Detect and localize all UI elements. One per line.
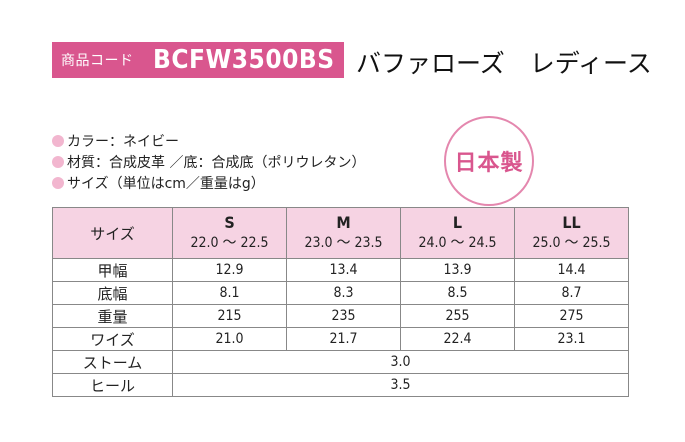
size-range: 25.0 ～ 25.5 — [532, 235, 611, 251]
size-label: LL — [562, 213, 581, 232]
size-s-header: S 22.0 ～ 22.5 — [172, 207, 287, 259]
table-cell: 235 — [286, 304, 401, 328]
table-cell: 13.9 — [400, 258, 515, 282]
row-label: ヒール — [52, 373, 173, 397]
table-cell: 8.1 — [172, 281, 287, 305]
bullet-icon — [52, 155, 64, 168]
spec-list: カラー：ネイビー 材質：合成皮革 ／底：合成底（ポリウレタン） サイズ（単位はc… — [52, 130, 365, 193]
table-cell: 21.0 — [172, 327, 287, 351]
spec-material-text: 材質：合成皮革 ／底：合成底（ポリウレタン） — [67, 154, 366, 171]
size-range: 23.0 ～ 23.5 — [304, 235, 383, 251]
table-cell: 8.7 — [514, 281, 629, 305]
table-cell: 215 — [172, 304, 287, 328]
made-in-japan-badge: 日本製 — [444, 116, 534, 206]
table-cell: 12.9 — [172, 258, 287, 282]
row-label: ストーム — [52, 350, 173, 374]
size-ll-header: LL 25.0 ～ 25.5 — [514, 207, 629, 259]
row-label: 甲幅 — [52, 258, 173, 282]
table-row: ストーム 3.0 — [52, 350, 629, 374]
size-label: M — [336, 213, 351, 232]
made-in-japan-text: 日本製 — [454, 151, 524, 176]
header-label-cell: サイズ — [52, 207, 173, 259]
spec-material: 材質：合成皮革 ／底：合成底（ポリウレタン） — [52, 151, 365, 172]
bullet-icon — [52, 134, 64, 147]
product-code-box: 商品コード BCFW3500BS — [52, 42, 344, 78]
table-cell: 8.5 — [400, 281, 515, 305]
size-table: サイズ S 22.0 ～ 22.5 M 23.0 ～ 23.5 L 24.0 ～ 24… — [52, 207, 629, 397]
spec-size-unit-text: サイズ（単位はcm／重量はg） — [67, 175, 265, 192]
bullet-icon — [52, 176, 64, 189]
table-cell: 275 — [514, 304, 629, 328]
table-row: 底幅 8.1 8.3 8.5 8.7 — [52, 281, 629, 305]
table-cell: 22.4 — [400, 327, 515, 351]
product-name: バファローズ レディース — [356, 49, 652, 78]
header-label: サイズ — [90, 224, 135, 243]
table-row: 甲幅 12.9 13.4 13.9 14.4 — [52, 258, 629, 282]
table-cell: 14.4 — [514, 258, 629, 282]
table-cell: 13.4 — [286, 258, 401, 282]
row-label: ワイズ — [52, 327, 173, 351]
table-cell-merged: 3.5 — [172, 373, 629, 397]
product-code-value: BCFW3500BS — [153, 45, 335, 75]
row-label: 底幅 — [52, 281, 173, 305]
table-row: 重量 215 235 255 275 — [52, 304, 629, 328]
size-range: 24.0 ～ 24.5 — [418, 235, 497, 251]
table-cell: 8.3 — [286, 281, 401, 305]
spec-size-unit: サイズ（単位はcm／重量はg） — [52, 172, 365, 193]
table-row: ワイズ 21.0 21.7 22.4 23.1 — [52, 327, 629, 351]
product-code-label: 商品コード — [61, 53, 134, 69]
size-m-header: M 23.0 ～ 23.5 — [286, 207, 401, 259]
table-cell: 21.7 — [286, 327, 401, 351]
size-label: L — [452, 213, 463, 232]
size-l-header: L 24.0 ～ 24.5 — [400, 207, 515, 259]
row-label: 重量 — [52, 304, 173, 328]
spec-color: カラー：ネイビー — [52, 130, 365, 151]
spec-color-text: カラー：ネイビー — [67, 133, 179, 150]
size-range: 22.0 ～ 22.5 — [190, 235, 269, 251]
table-cell: 255 — [400, 304, 515, 328]
size-label: S — [224, 213, 235, 232]
table-cell-merged: 3.0 — [172, 350, 629, 374]
size-header-row: サイズ S 22.0 ～ 22.5 M 23.0 ～ 23.5 L 24.0 ～ 24… — [52, 207, 629, 259]
table-cell: 23.1 — [514, 327, 629, 351]
table-row: ヒール 3.5 — [52, 373, 629, 397]
